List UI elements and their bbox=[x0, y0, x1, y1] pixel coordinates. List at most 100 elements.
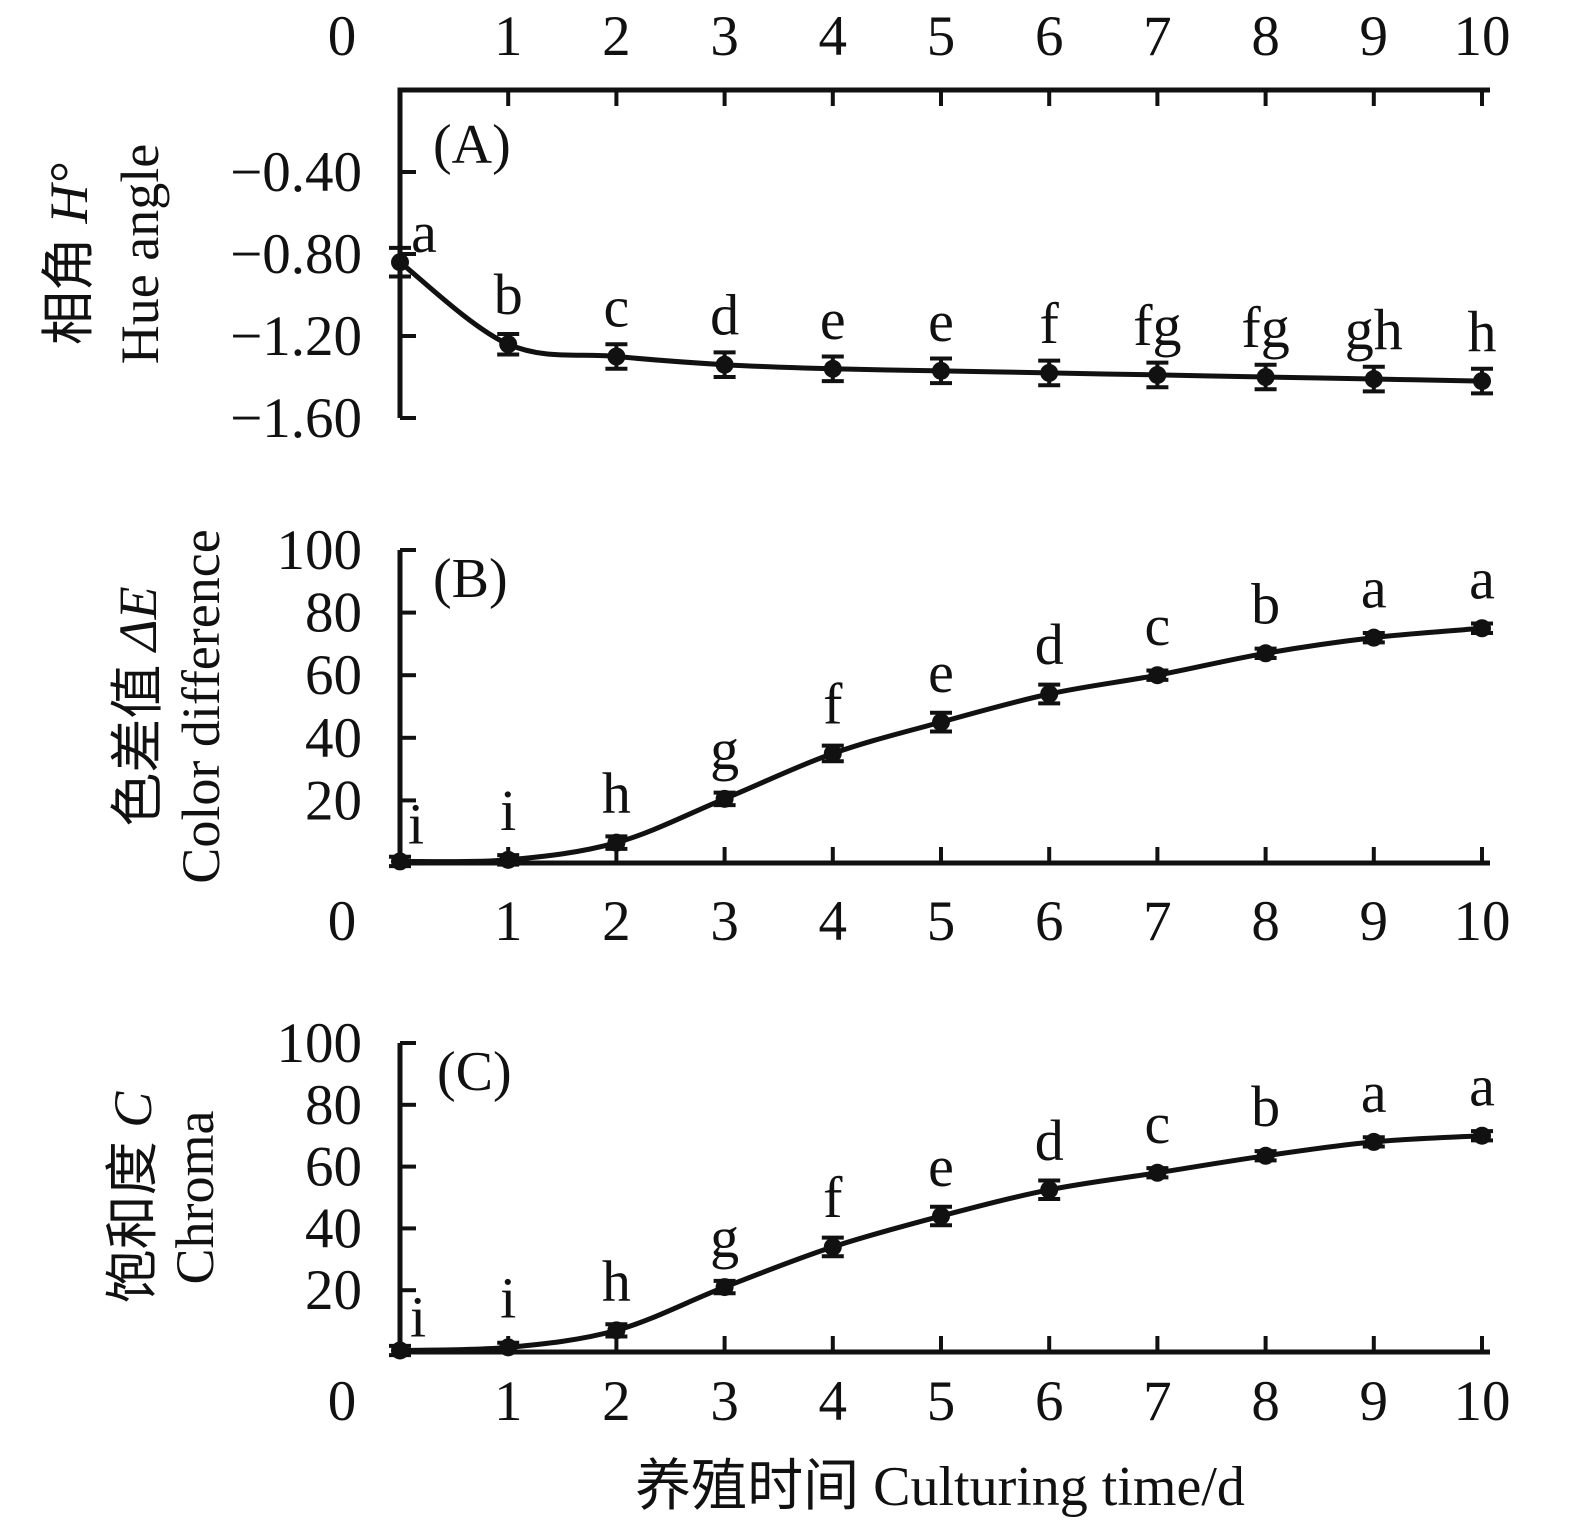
x-tick-label: 9 bbox=[1360, 890, 1389, 953]
x-tick-label: 3 bbox=[710, 1370, 739, 1433]
data-point bbox=[499, 850, 518, 869]
x-tick-label: 8 bbox=[1251, 1370, 1280, 1433]
significance-letter: h bbox=[1468, 299, 1497, 364]
significance-letter: b bbox=[1251, 1074, 1280, 1139]
significance-letter: d bbox=[1035, 1108, 1064, 1173]
significance-letter: e bbox=[928, 640, 954, 705]
x-tick-label: 6 bbox=[1035, 5, 1064, 68]
data-point bbox=[823, 1237, 842, 1256]
significance-letter: a bbox=[411, 200, 437, 265]
data-point bbox=[391, 1341, 409, 1360]
y-axis-title-en: Chroma bbox=[165, 1110, 225, 1284]
significance-letter: a bbox=[1469, 1054, 1495, 1119]
data-point bbox=[607, 1321, 626, 1340]
x-tick-label: 4 bbox=[819, 5, 848, 68]
significance-letter: d bbox=[710, 283, 739, 348]
x-tick-label: 1 bbox=[494, 5, 523, 68]
data-point bbox=[823, 359, 842, 378]
x-tick-label: 5 bbox=[927, 890, 956, 953]
significance-letter: a bbox=[1469, 546, 1495, 611]
significance-letter: b bbox=[494, 262, 523, 327]
data-point bbox=[391, 253, 409, 272]
y-tick-label: −1.60 bbox=[230, 387, 362, 450]
x-tick-label: 8 bbox=[1251, 890, 1280, 953]
y-tick-label: −0.80 bbox=[230, 223, 362, 286]
x-tick-label: 10 bbox=[1454, 5, 1511, 68]
x-tick-label: 1 bbox=[494, 1370, 523, 1433]
significance-letter: a bbox=[1361, 556, 1387, 621]
significance-letter: i bbox=[410, 1284, 426, 1349]
x-tick-label: 0 bbox=[328, 5, 357, 68]
data-point bbox=[1040, 684, 1059, 703]
significance-letter: c bbox=[1145, 593, 1171, 658]
data-point bbox=[1364, 1132, 1383, 1151]
data-point bbox=[1256, 644, 1275, 663]
x-tick-label: 2 bbox=[602, 1370, 631, 1433]
data-point bbox=[1256, 368, 1275, 386]
significance-letter: e bbox=[928, 1134, 954, 1199]
x-tick-label: 3 bbox=[710, 5, 739, 68]
significance-letter: e bbox=[820, 287, 846, 352]
y-tick-label: 20 bbox=[305, 769, 362, 832]
significance-letter: c bbox=[604, 275, 630, 340]
x-tick-labels: 0 1 2 3 4 5 6 7 8 9 10 bbox=[328, 5, 1511, 68]
point-labels: ab c d e e f fg fg gh h bbox=[411, 200, 1496, 364]
x-tick-label: 1 bbox=[494, 890, 523, 953]
x-tick-label: 0 bbox=[328, 890, 357, 953]
y-axis-title-en: Color difference bbox=[171, 529, 231, 883]
data-points bbox=[391, 1126, 1491, 1360]
x-tick-label: 10 bbox=[1454, 890, 1511, 953]
x-tick-label: 8 bbox=[1251, 5, 1280, 68]
data-point bbox=[715, 355, 734, 374]
data-point bbox=[499, 335, 518, 354]
y-tick-label: 80 bbox=[305, 582, 362, 645]
x-tick-label: 4 bbox=[819, 890, 848, 953]
y-tick-label: 100 bbox=[277, 519, 363, 582]
x-tick-label: 7 bbox=[1143, 5, 1172, 68]
point-labels: i i h g f e d c b a a bbox=[408, 546, 1495, 856]
x-tick-labels: 0 1 2 3 4 5 6 7 8 9 10 bbox=[328, 890, 1511, 953]
x-tick-label: 6 bbox=[1035, 1370, 1064, 1433]
significance-letter: gh bbox=[1345, 297, 1403, 362]
data-points bbox=[391, 253, 1491, 391]
y-axis-title-zh: 相角 H° bbox=[39, 163, 99, 345]
significance-letter: f bbox=[1040, 291, 1060, 356]
significance-letter: i bbox=[500, 778, 516, 843]
x-tick-label: 10 bbox=[1454, 1370, 1511, 1433]
y-tick-label: 40 bbox=[305, 707, 362, 770]
panel-letter: (A) bbox=[433, 114, 511, 176]
data-point bbox=[607, 347, 626, 366]
significance-letter: fg bbox=[1241, 295, 1289, 360]
y-tick-label: −0.40 bbox=[230, 141, 362, 204]
x-tick-label: 2 bbox=[602, 890, 631, 953]
x-tick-labels: 0 1 2 3 4 5 6 7 8 9 10 bbox=[328, 1370, 1511, 1433]
x-tick-label: 3 bbox=[710, 890, 739, 953]
y-tick-label: 80 bbox=[305, 1074, 362, 1137]
data-points bbox=[391, 619, 1491, 871]
point-labels: i i h g f e d c b a a bbox=[410, 1054, 1495, 1350]
x-axis-title: 养殖时间 Culturing time/d bbox=[635, 1456, 1245, 1518]
significance-letter: h bbox=[602, 1248, 631, 1313]
significance-letter: g bbox=[710, 1205, 739, 1270]
significance-letter: e bbox=[928, 289, 954, 354]
data-point bbox=[1256, 1146, 1275, 1165]
x-tick-label: 9 bbox=[1360, 1370, 1389, 1433]
data-point bbox=[1148, 365, 1167, 384]
data-point bbox=[1148, 666, 1167, 685]
significance-letter: g bbox=[710, 717, 739, 782]
data-point bbox=[1040, 1180, 1059, 1199]
panel-letter: (B) bbox=[433, 548, 508, 610]
panel-A: −0.40 −0.80 −1.20 −1.60 0 1 2 3 4 5 6 7 8 9 10 (A) 相角 H°… bbox=[39, 5, 1511, 450]
axes bbox=[397, 548, 1490, 866]
significance-letter: fg bbox=[1133, 293, 1181, 358]
data-point bbox=[391, 852, 409, 871]
data-point bbox=[1473, 372, 1491, 391]
data-point bbox=[715, 789, 734, 808]
significance-letter: b bbox=[1251, 571, 1280, 636]
significance-letter: i bbox=[500, 1265, 516, 1330]
data-point bbox=[932, 361, 950, 380]
